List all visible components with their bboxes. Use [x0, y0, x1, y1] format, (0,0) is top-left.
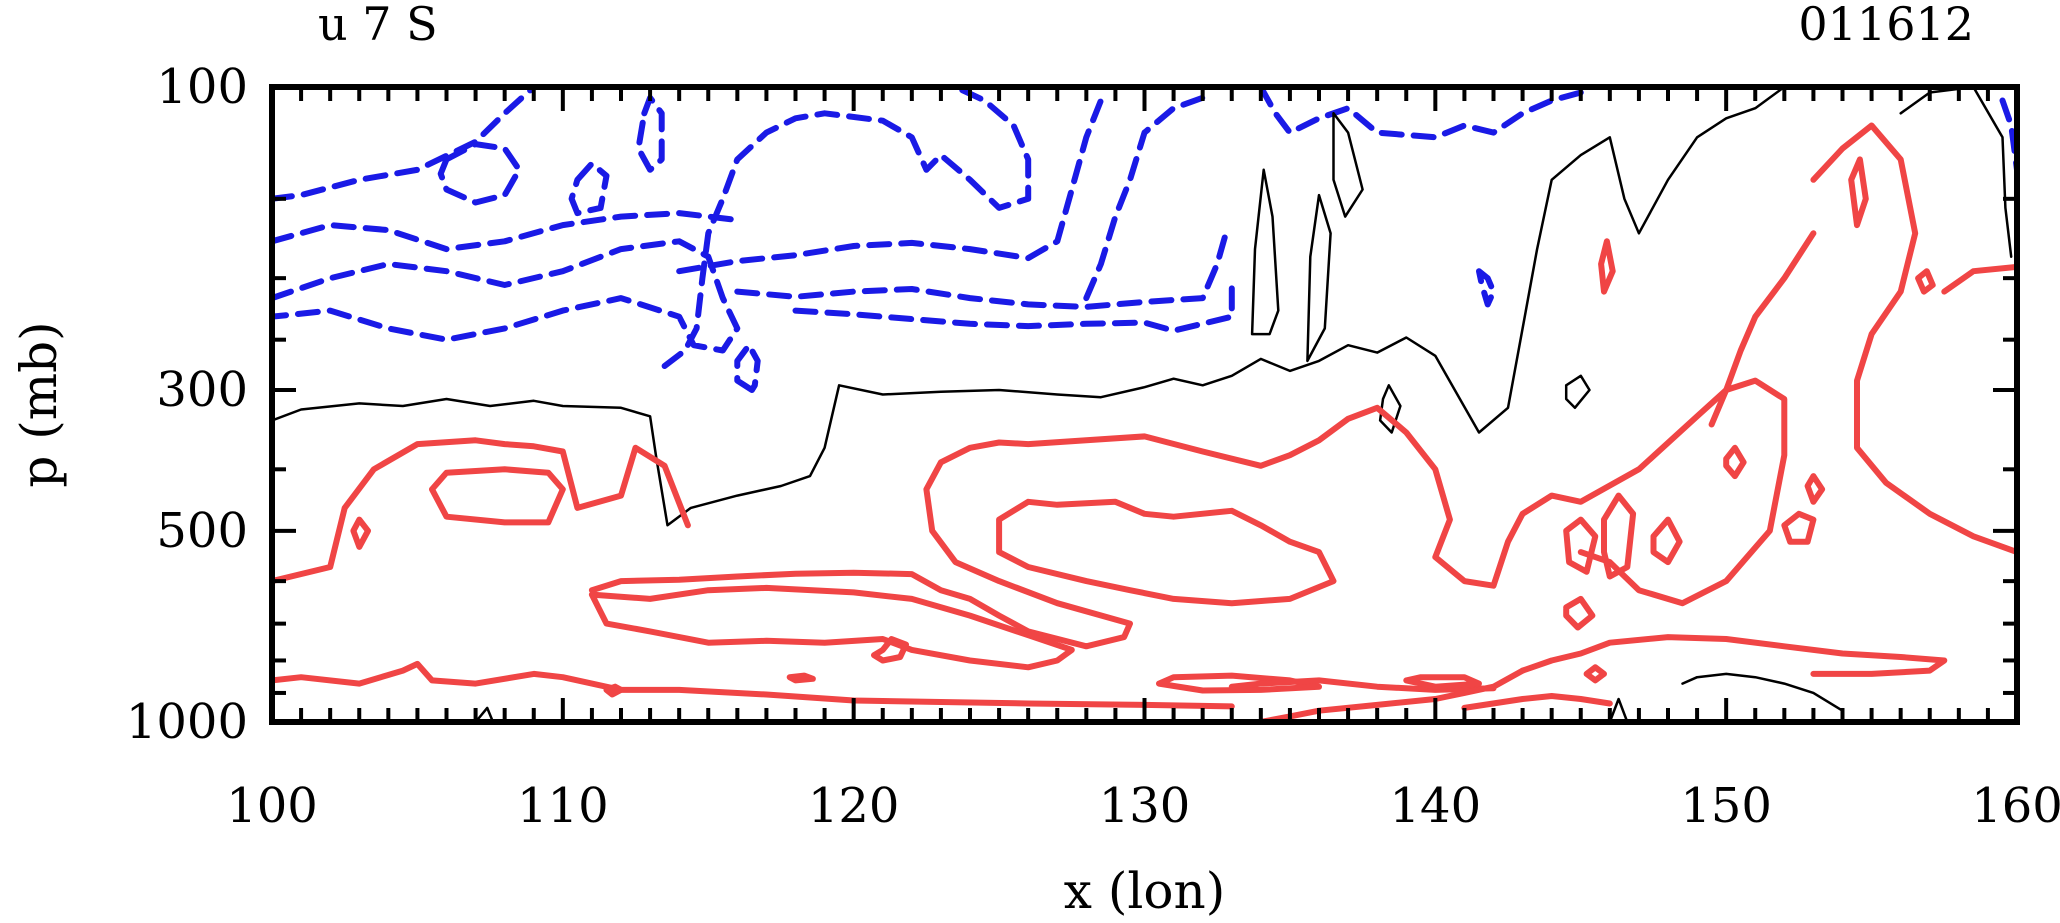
- contour-line-solid-red: [588, 584, 1075, 671]
- contour-line-solid-red: [1810, 122, 2017, 556]
- contour-line-dashed-blue: [734, 230, 1229, 310]
- contour-line-dashed-blue: [734, 342, 761, 393]
- y-tick-label: 500: [156, 503, 248, 559]
- y-tick-label: 300: [156, 362, 248, 418]
- y-tick-label: 1000: [126, 694, 248, 750]
- contour-line-solid-red: [1583, 664, 1607, 684]
- y-tick-label: 100: [156, 59, 248, 115]
- contour-line-solid-red: [871, 636, 909, 664]
- axis-ticks: [270, 85, 2019, 724]
- contour-line-dashed-blue: [437, 141, 523, 206]
- contour-line-dashed-blue: [676, 97, 1104, 275]
- contour-line-dashed-blue: [792, 282, 1235, 334]
- contour-line-solid-red: [1601, 492, 1637, 580]
- chart-title-right: 011612: [1798, 0, 1974, 51]
- contour-line-solid-red: [350, 516, 371, 550]
- plot-frame: [269, 84, 2020, 725]
- contour-line-dashed-blue: [272, 238, 741, 354]
- x-tick-label: 140: [1390, 778, 1482, 834]
- contour-line-solid-red: [1228, 677, 1497, 693]
- contour-line-solid-black: [1378, 384, 1402, 434]
- chart-title-left: u 7 S: [318, 0, 438, 51]
- contour-line-solid-red: [1403, 674, 1482, 690]
- contour-line-solid-black: [474, 706, 495, 722]
- contour-line-solid-red: [996, 498, 1337, 607]
- contour-line-solid-red: [1848, 156, 1869, 229]
- contour-line-solid-black: [1899, 87, 2013, 258]
- x-tick-label: 130: [1099, 778, 1191, 834]
- contour-line-solid-red: [1563, 595, 1596, 631]
- contour-line-solid-black: [1332, 112, 1364, 218]
- contour-line-dashed-blue: [1476, 268, 1497, 308]
- contour-line-solid-red: [786, 672, 816, 684]
- x-tick-label: 120: [808, 778, 900, 834]
- x-tick-label: 110: [517, 778, 609, 834]
- contour-line-solid-red: [1598, 238, 1616, 295]
- x-tick-label: 160: [1971, 778, 2060, 834]
- contour-line-solid-red: [1723, 444, 1747, 480]
- contour-line-solid-black: [1608, 697, 1629, 722]
- contour-line-solid-black: [1250, 168, 1280, 336]
- contour-line-dashed-blue: [1083, 94, 1206, 302]
- contour-lines: [272, 87, 2017, 722]
- contour-line-dashed-blue: [568, 160, 610, 217]
- y-tick-labels: 100 300 500 1000: [126, 59, 248, 750]
- contour-line-solid-red: [272, 660, 1235, 710]
- contour-line-solid-black: [272, 87, 1786, 527]
- contour-line-solid-red: [1781, 510, 1817, 545]
- x-axis-title: x (lon): [1064, 862, 1225, 920]
- contour-line-solid-red: [1519, 634, 1948, 677]
- contour-line-dashed-blue: [272, 87, 537, 202]
- contour-line-solid-red: [1804, 473, 1826, 505]
- contour-line-solid-red: [1563, 516, 1599, 575]
- contour-line-dashed-blue: [661, 87, 1032, 369]
- contour-line-solid-red: [588, 377, 1788, 650]
- contour-line-solid-red: [272, 437, 691, 585]
- contour-line-dashed-blue: [1999, 97, 2017, 173]
- contour-line-solid-red: [1708, 230, 1817, 428]
- y-axis-title: p (mb): [10, 321, 68, 487]
- contour-line-solid-red: [603, 683, 624, 698]
- contour-line-dashed-blue: [1257, 87, 1584, 141]
- contour-line-solid-black: [1306, 193, 1332, 363]
- contour-line-solid-red: [1941, 263, 2017, 295]
- x-tick-labels: 100 110 120 130 140 150 160: [226, 778, 2060, 834]
- x-tick-label: 100: [226, 778, 318, 834]
- contour-line-solid-red: [1915, 268, 1936, 295]
- contour-line-dashed-blue: [635, 94, 665, 173]
- contour-line-solid-red: [1461, 693, 1613, 711]
- contour-line-solid-red: [429, 466, 566, 526]
- contour-line-solid-red: [1650, 516, 1683, 566]
- contour-line-dashed-blue: [272, 210, 741, 253]
- contour-line-solid-black: [1681, 672, 1844, 712]
- contour-line-solid-black: [1564, 374, 1591, 410]
- contour-line-solid-red: [1257, 667, 1526, 722]
- x-tick-label: 150: [1680, 778, 1772, 834]
